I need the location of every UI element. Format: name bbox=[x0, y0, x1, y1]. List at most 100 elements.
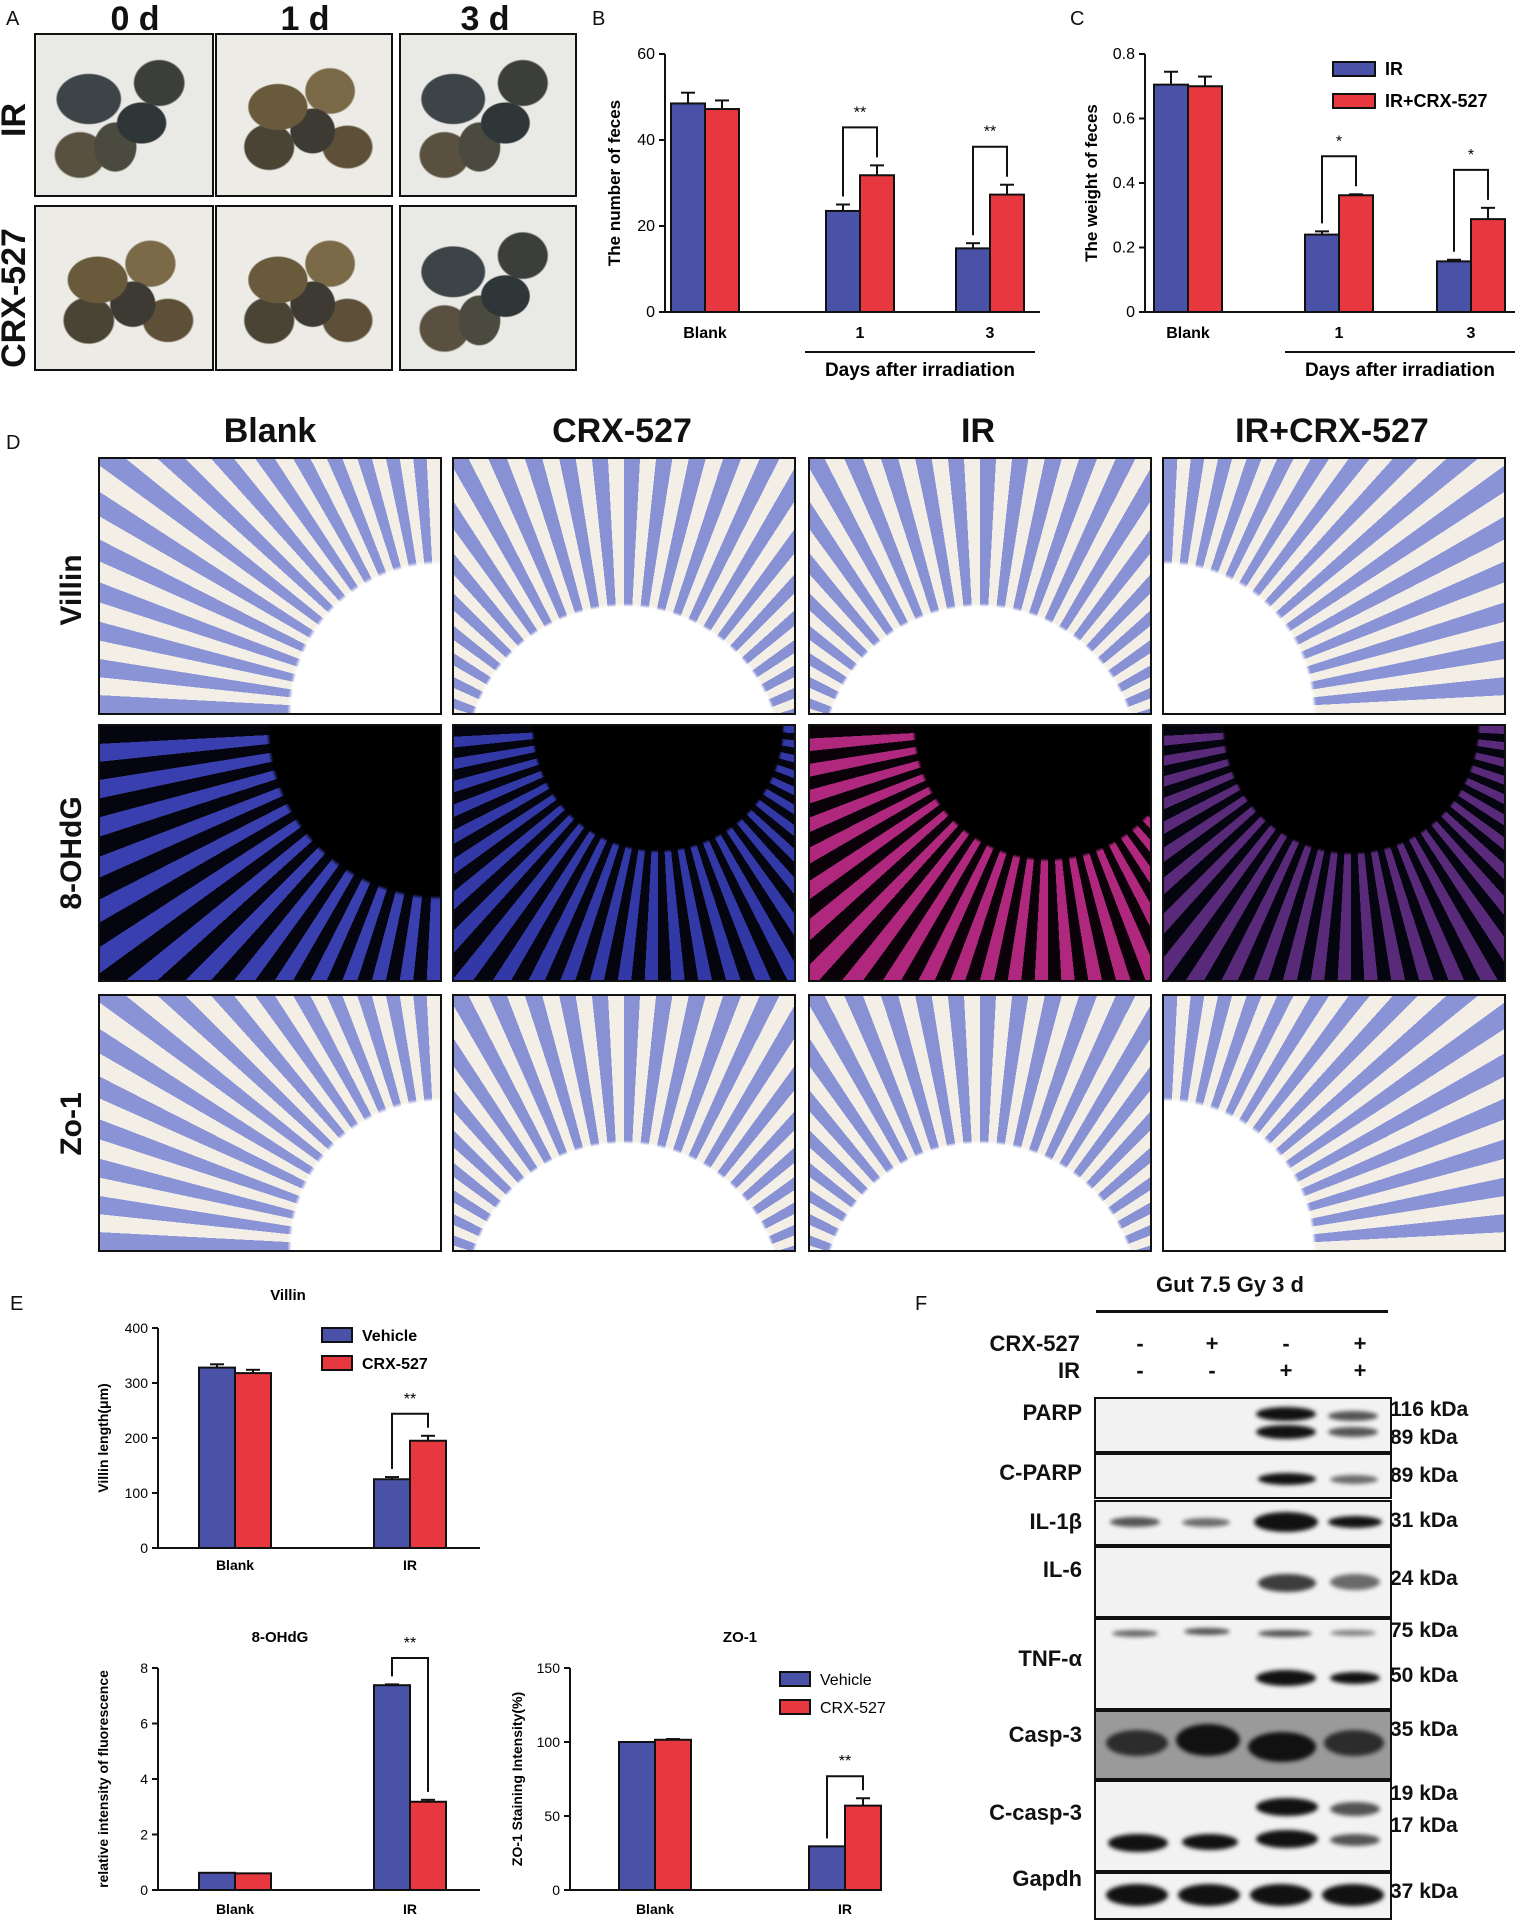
protein-label-casp3: Casp-3 bbox=[1008, 1722, 1082, 1747]
category-label: Blank bbox=[216, 1901, 254, 1917]
fluorescence-image-8ohdg bbox=[808, 724, 1152, 982]
group-label: Days after irradiation bbox=[1305, 360, 1495, 381]
bar bbox=[1470, 218, 1506, 313]
ihc-image-villin bbox=[452, 457, 796, 715]
treatment-label: IR bbox=[1058, 1358, 1080, 1383]
protein-label-ccasp3: C-casp-3 bbox=[989, 1800, 1082, 1825]
chart-villin-length: 0 100 200 300 400 Villin length(μm) Blank IR ** V… bbox=[95, 1287, 480, 1573]
treatment-sign: - bbox=[1136, 1358, 1144, 1383]
blot-title: Gut 7.5 Gy 3 d bbox=[1156, 1272, 1304, 1297]
treatment-sign: + bbox=[1279, 1358, 1293, 1383]
feces-photo bbox=[215, 33, 393, 197]
bar bbox=[704, 108, 740, 314]
y-tick-label: 0.4 bbox=[1113, 175, 1135, 192]
legend-label: Vehicle bbox=[362, 1328, 417, 1345]
significance-label: ** bbox=[854, 104, 866, 121]
bar bbox=[234, 1872, 272, 1892]
legend-label: CRX-527 bbox=[820, 1700, 886, 1717]
panel-d-row-label: 8-OHdG bbox=[55, 796, 88, 910]
category-label: Blank bbox=[636, 1901, 674, 1917]
panel-label-e: E bbox=[10, 1293, 24, 1315]
fluorescence-image-8ohdg bbox=[98, 724, 442, 982]
y-axis-label: relative intensity of fluorescence bbox=[95, 1670, 111, 1888]
fluorescence-image-8ohdg bbox=[1162, 724, 1506, 982]
y-axis-label: The number of feces bbox=[605, 100, 624, 266]
feces-photo bbox=[34, 205, 214, 371]
significance-label: * bbox=[1336, 133, 1342, 150]
bar bbox=[1338, 194, 1374, 314]
chart-title: Villin bbox=[270, 1287, 306, 1304]
panel-label-d: D bbox=[6, 432, 21, 454]
y-tick-label: 0 bbox=[1126, 304, 1135, 321]
group-label: Days after irradiation bbox=[825, 360, 1015, 381]
category-label: 3 bbox=[986, 325, 995, 342]
chart-title: 8-OHdG bbox=[252, 1629, 309, 1646]
y-axis-label: ZO-1 Staining Intensity(%) bbox=[509, 1692, 525, 1866]
panel-d-row-label: Zo-1 bbox=[55, 1092, 88, 1156]
panel-a-col-header: 1 d bbox=[280, 0, 330, 38]
bar bbox=[859, 174, 895, 313]
blot-strip-ccasp3 bbox=[1094, 1780, 1392, 1872]
y-tick-label: 0.6 bbox=[1113, 111, 1135, 128]
panel-label-b: B bbox=[592, 8, 606, 30]
treatment-sign: + bbox=[1205, 1331, 1219, 1356]
category-label: Blank bbox=[1166, 325, 1210, 342]
category-label: 1 bbox=[1335, 325, 1344, 342]
treatment-sign: + bbox=[1353, 1331, 1367, 1356]
ihc-image-zo1 bbox=[452, 994, 796, 1252]
significance-label: ** bbox=[839, 1753, 851, 1770]
legend-swatch bbox=[1332, 61, 1376, 77]
significance-label: * bbox=[1468, 147, 1474, 164]
mw-marker: 31 kDa bbox=[1390, 1509, 1458, 1532]
significance-label: ** bbox=[984, 124, 996, 141]
y-tick-label: 0 bbox=[140, 1882, 148, 1898]
bar bbox=[1304, 233, 1340, 314]
treatment-sign: - bbox=[1136, 1331, 1144, 1356]
panel-a-row-label: IR bbox=[0, 103, 33, 137]
panel-a-row-label: CRX-527 bbox=[0, 228, 33, 368]
panel-a-col-header: 3 d bbox=[460, 0, 510, 38]
category-label: IR bbox=[838, 1901, 852, 1917]
blot-strip-casp3 bbox=[1094, 1710, 1392, 1780]
y-tick-label: 8 bbox=[140, 1660, 148, 1676]
protein-label-tnfa: TNF-α bbox=[1018, 1646, 1082, 1671]
y-tick-label: 2 bbox=[140, 1827, 148, 1843]
y-tick-label: 0.2 bbox=[1113, 240, 1135, 257]
category-label: IR bbox=[403, 1557, 417, 1573]
y-axis-label: The weight of feces bbox=[1082, 104, 1101, 262]
bar bbox=[234, 1372, 272, 1549]
panel-a-col-header: 0 d bbox=[110, 0, 160, 38]
mw-marker: 37 kDa bbox=[1390, 1880, 1458, 1903]
y-tick-label: 20 bbox=[637, 218, 655, 235]
category-label: Blank bbox=[216, 1557, 254, 1573]
legend-swatch bbox=[321, 1355, 353, 1371]
protein-label-il1b: IL-1β bbox=[1029, 1509, 1082, 1534]
y-tick-label: 4 bbox=[140, 1771, 148, 1787]
panel-label-a: A bbox=[6, 8, 20, 30]
panel-d-col-header: CRX-527 bbox=[552, 412, 692, 450]
significance-bracket bbox=[1321, 155, 1357, 224]
bar bbox=[955, 247, 991, 313]
panel-d-col-header: Blank bbox=[223, 412, 317, 450]
blot-strip-parp bbox=[1094, 1397, 1392, 1453]
category-label: IR bbox=[403, 1901, 417, 1917]
feces-photo bbox=[399, 33, 577, 197]
ihc-image-zo1 bbox=[1162, 994, 1506, 1252]
significance-bracket bbox=[1453, 168, 1489, 252]
category-label: 1 bbox=[856, 325, 865, 342]
blot-strip-gapdh bbox=[1094, 1872, 1392, 1920]
legend-swatch bbox=[779, 1671, 811, 1687]
category-label: 3 bbox=[1467, 325, 1476, 342]
blot-strip-il6 bbox=[1094, 1546, 1392, 1618]
chart-feces-weight: 0 0.2 0.4 0.6 0.8 The weight of feces Blank 1 3 *… bbox=[1082, 46, 1515, 381]
bar bbox=[198, 1366, 236, 1549]
legend-label: IR bbox=[1385, 59, 1403, 79]
feces-photo bbox=[399, 205, 577, 371]
chart-8ohdg-intensity: 0 2 4 6 8 relative intensity of fluorescence B… bbox=[95, 1629, 480, 1917]
fluorescence-image-8ohdg bbox=[452, 724, 796, 982]
ihc-image-zo1 bbox=[808, 994, 1152, 1252]
significance-label: ** bbox=[404, 1635, 416, 1652]
legend-swatch bbox=[1332, 93, 1376, 109]
mw-marker: 116 kDa bbox=[1390, 1398, 1469, 1421]
treatment-sign: - bbox=[1282, 1331, 1290, 1356]
